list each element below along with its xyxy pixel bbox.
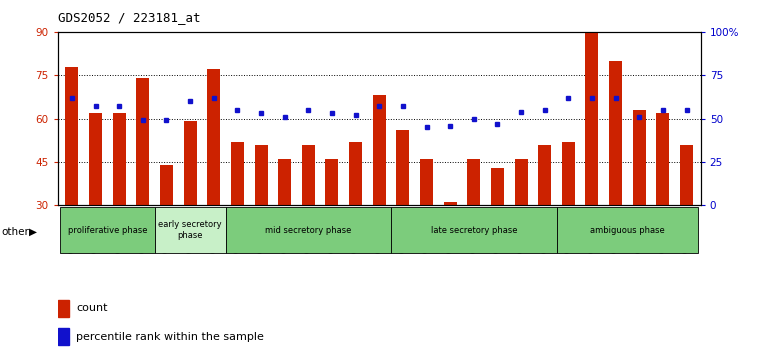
Bar <box>633 110 646 205</box>
Bar <box>231 142 244 205</box>
Text: count: count <box>76 303 108 313</box>
Bar <box>65 67 79 205</box>
Bar <box>514 159 527 205</box>
Text: percentile rank within the sample: percentile rank within the sample <box>76 332 264 342</box>
Bar <box>373 96 386 205</box>
Bar <box>562 142 575 205</box>
Bar <box>467 159 480 205</box>
Bar <box>58 300 69 317</box>
Bar <box>680 144 693 205</box>
Bar <box>278 159 291 205</box>
Bar <box>557 207 698 253</box>
Bar <box>112 113 126 205</box>
Bar <box>207 69 220 205</box>
Text: late secretory phase: late secretory phase <box>430 225 517 235</box>
Bar <box>160 165 173 205</box>
Bar <box>656 113 669 205</box>
Bar <box>226 207 391 253</box>
Bar <box>58 328 69 345</box>
Bar <box>585 32 598 205</box>
Text: early secretory
phase: early secretory phase <box>159 221 222 240</box>
Text: proliferative phase: proliferative phase <box>68 225 147 235</box>
Bar <box>255 144 267 205</box>
Bar <box>391 207 557 253</box>
Bar <box>491 168 504 205</box>
Bar <box>538 144 551 205</box>
Bar <box>89 113 102 205</box>
Bar <box>397 130 410 205</box>
Bar <box>609 61 622 205</box>
Text: ▶: ▶ <box>28 227 36 237</box>
Text: ambiguous phase: ambiguous phase <box>590 225 665 235</box>
Text: other: other <box>2 227 29 237</box>
Bar <box>420 159 433 205</box>
Bar <box>60 207 155 253</box>
Bar <box>136 78 149 205</box>
Bar <box>349 142 362 205</box>
Bar <box>155 207 226 253</box>
Bar <box>444 202 457 205</box>
Bar <box>326 159 339 205</box>
Bar <box>183 121 196 205</box>
Bar <box>302 144 315 205</box>
Text: GDS2052 / 223181_at: GDS2052 / 223181_at <box>58 11 200 24</box>
Text: mid secretory phase: mid secretory phase <box>265 225 351 235</box>
